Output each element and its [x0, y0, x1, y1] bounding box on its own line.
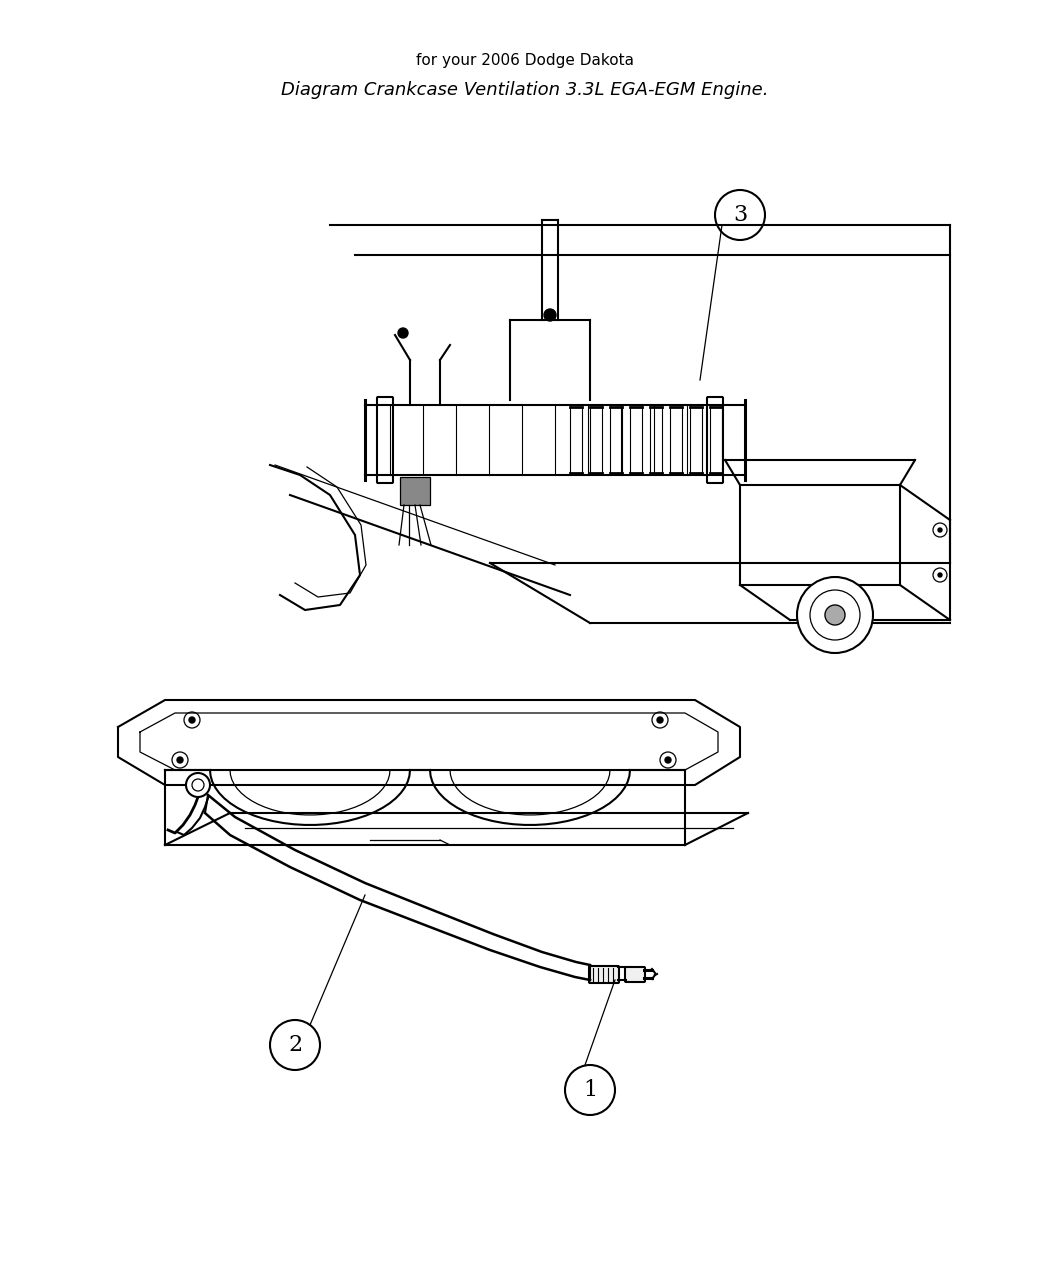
Text: 1: 1	[583, 1079, 597, 1102]
Circle shape	[938, 572, 942, 578]
Circle shape	[189, 717, 195, 723]
Circle shape	[544, 309, 556, 321]
Circle shape	[177, 757, 183, 762]
Text: 2: 2	[288, 1034, 302, 1056]
Circle shape	[933, 523, 947, 537]
Circle shape	[938, 528, 942, 532]
Circle shape	[797, 578, 873, 653]
Circle shape	[398, 328, 408, 338]
FancyBboxPatch shape	[625, 966, 645, 982]
Circle shape	[657, 717, 663, 723]
Text: Diagram Crankcase Ventilation 3.3L EGA-EGM Engine.: Diagram Crankcase Ventilation 3.3L EGA-E…	[281, 82, 769, 99]
Circle shape	[665, 757, 671, 762]
Text: for your 2006 Dodge Dakota: for your 2006 Dodge Dakota	[416, 52, 634, 68]
Text: 3: 3	[733, 204, 748, 226]
Circle shape	[186, 773, 210, 797]
Circle shape	[933, 567, 947, 581]
FancyBboxPatch shape	[400, 477, 430, 505]
Circle shape	[825, 606, 845, 625]
FancyBboxPatch shape	[589, 966, 620, 983]
